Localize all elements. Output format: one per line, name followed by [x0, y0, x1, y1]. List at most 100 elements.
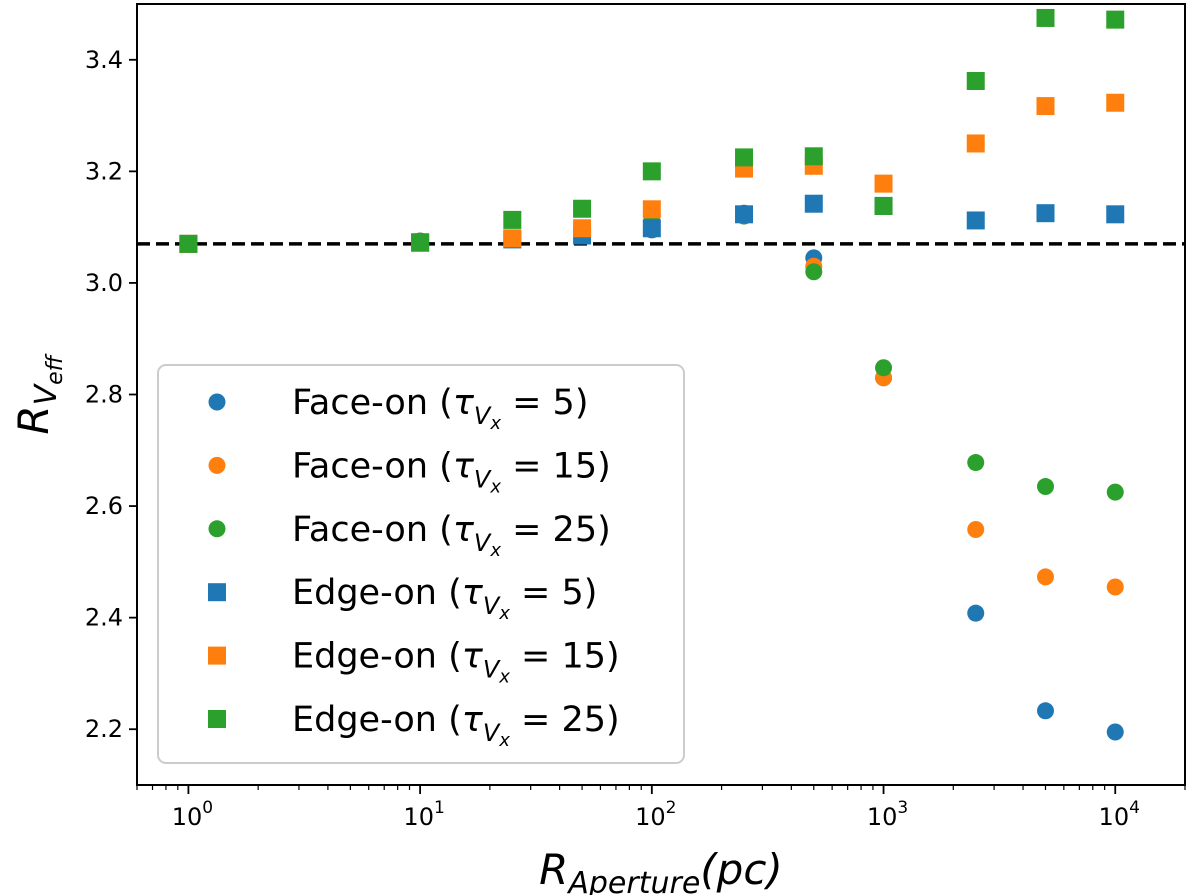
point-edge-on-tau-5: [1036, 204, 1055, 223]
point-edge-on-tau-25: [1106, 10, 1125, 29]
legend-tau-symbol: τ: [453, 383, 475, 423]
point-edge-on-tau-25: [1036, 8, 1055, 27]
x-axis-title-sub: Aperture: [566, 866, 700, 895]
x-tick-exponent: 4: [1129, 798, 1140, 818]
legend-entry-name: Edge-on (: [292, 700, 462, 740]
point-edge-on-tau-25: [735, 148, 754, 167]
y-axis-title-subsub: eff: [43, 353, 68, 385]
x-tick-label: 101: [403, 798, 444, 831]
point-edge-on-tau-5: [966, 211, 985, 230]
legend-tau-value: = 25): [501, 510, 611, 550]
legend-entry-name: Edge-on (: [292, 573, 462, 613]
point-edge-on-tau-25: [804, 147, 823, 166]
point-face-on-tau-15: [1106, 578, 1124, 596]
legend-tau-value: = 5): [510, 573, 598, 613]
point-face-on-tau-25: [805, 263, 823, 281]
y-tick-label: 3.4: [85, 46, 123, 74]
legend-tau-subsub: x: [489, 476, 501, 497]
point-edge-on-tau-25: [874, 196, 893, 215]
legend-marker-circle: [208, 520, 226, 538]
point-face-on-tau-25: [1106, 483, 1124, 501]
legend-entry-label: Edge-on (τVx = 25): [292, 700, 620, 751]
legend-tau-symbol: τ: [462, 637, 484, 677]
legend-tau-sub: V: [474, 529, 492, 557]
x-tick-exponent: 3: [897, 798, 908, 818]
x-tick-exponent: 2: [666, 798, 677, 818]
point-edge-on-tau-25: [179, 234, 198, 253]
legend-marker-circle: [208, 456, 226, 474]
y-axis-title-group: RVeff: [9, 353, 68, 434]
point-face-on-tau-25: [967, 454, 985, 472]
point-face-on-tau-25: [875, 359, 893, 377]
y-axis-title: RVeff: [9, 353, 68, 434]
y-tick-label: 2.6: [85, 492, 123, 520]
legend-marker-square: [208, 646, 226, 665]
y-axis-title-sub: V: [29, 382, 64, 405]
point-edge-on-tau-15: [874, 174, 893, 193]
x-tick-exponent: 1: [434, 798, 445, 818]
legend-tau-subsub: x: [489, 413, 501, 434]
point-edge-on-tau-5: [1106, 205, 1125, 224]
legend-tau-sub: V: [474, 465, 492, 493]
legend-tau-value: = 15): [510, 637, 620, 677]
y-tick-label: 2.4: [85, 604, 123, 632]
legend-tau-sub: V: [474, 402, 492, 430]
legend-entry-label: Face-on (τVx = 5): [292, 383, 588, 434]
x-tick-base: 10: [1099, 803, 1130, 831]
legend-entry-name: Face-on (: [292, 446, 453, 486]
legend-entry-name: Face-on (: [292, 383, 453, 423]
legend-tau-value: = 25): [510, 700, 620, 740]
x-tick-base: 10: [867, 803, 898, 831]
legend-tau-value: = 5): [501, 383, 589, 423]
point-face-on-tau-5: [1106, 723, 1124, 741]
legend: Face-on (τVx = 5)Face-on (τVx = 15)Face-…: [157, 364, 685, 764]
legend-tau-sub: V: [483, 656, 501, 684]
legend-tau-symbol: τ: [462, 700, 484, 740]
legend-entry-label: Face-on (τVx = 15): [292, 446, 611, 497]
point-face-on-tau-5: [1036, 702, 1054, 720]
legend-tau-value: = 15): [501, 446, 611, 486]
point-edge-on-tau-15: [503, 229, 522, 248]
point-edge-on-tau-25: [503, 210, 522, 229]
y-axis-title-base: R: [9, 405, 58, 434]
legend-tau-subsub: x: [498, 667, 510, 688]
y-tick-label: 2.8: [85, 381, 123, 409]
point-edge-on-tau-15: [1036, 97, 1055, 116]
x-tick-label: 102: [635, 798, 676, 831]
x-axis-title-rest: (pc): [700, 845, 783, 894]
legend-tau-subsub: x: [489, 540, 501, 561]
legend-entry-name: Face-on (: [292, 510, 453, 550]
point-face-on-tau-25: [1036, 478, 1054, 496]
legend-tau-sub: V: [483, 719, 501, 747]
point-edge-on-tau-25: [642, 162, 661, 181]
legend-marker-square: [208, 710, 226, 728]
legend-tau-symbol: τ: [453, 446, 475, 486]
x-tick-label: 103: [867, 798, 908, 831]
legend-tau-subsub: x: [498, 603, 510, 624]
x-tick-base: 10: [635, 803, 666, 831]
y-tick-label: 3.0: [85, 269, 123, 297]
point-edge-on-tau-5: [642, 219, 661, 238]
point-edge-on-tau-15: [642, 200, 661, 219]
legend-tau-symbol: τ: [453, 510, 475, 550]
legend-entry-label: Edge-on (τVx = 5): [292, 573, 597, 624]
y-tick-label: 2.2: [85, 715, 123, 743]
point-edge-on-tau-15: [1106, 93, 1125, 112]
data-points-layer: [179, 8, 1125, 741]
point-edge-on-tau-25: [411, 233, 430, 252]
point-face-on-tau-5: [967, 604, 985, 622]
point-edge-on-tau-25: [966, 71, 985, 90]
point-face-on-tau-15: [1036, 568, 1054, 586]
x-axis-title-base: R: [539, 845, 568, 894]
legend-tau-subsub: x: [498, 730, 510, 751]
legend-tau-symbol: τ: [462, 573, 484, 613]
legend-marker-circle: [208, 393, 226, 411]
legend-tau-sub: V: [483, 592, 501, 620]
x-tick-base: 10: [172, 803, 203, 831]
point-face-on-tau-15: [967, 521, 985, 539]
point-edge-on-tau-5: [735, 205, 754, 224]
point-edge-on-tau-25: [573, 199, 592, 218]
y-tick-label: 3.2: [85, 157, 123, 185]
